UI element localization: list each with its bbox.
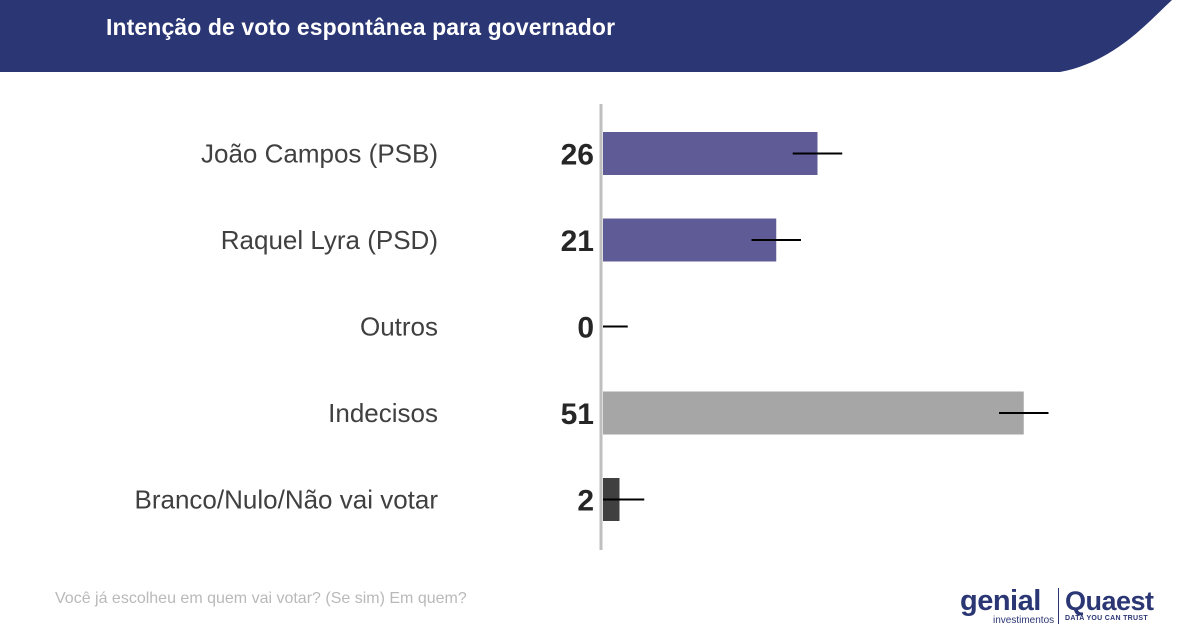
category-label: Outros (360, 312, 438, 342)
error-bars (603, 152, 1049, 501)
bar (603, 218, 777, 262)
value-label: 21 (561, 225, 594, 258)
category-label: Raquel Lyra (PSD) (221, 225, 438, 255)
quaest-logo: Quaest (1065, 586, 1154, 616)
chart-title: Intenção de voto espontânea para governa… (106, 14, 616, 40)
bar (603, 132, 818, 175)
value-label: 2 (577, 485, 594, 518)
genial-logo-subtitle: investimentos (993, 615, 1055, 626)
value-label: 26 (561, 139, 594, 172)
quaest-logo-tagline: DATA YOU CAN TRUST (1065, 615, 1148, 622)
category-label: João Campos (PSB) (201, 139, 438, 169)
value-label: 51 (561, 398, 594, 431)
bar-chart: João Campos (PSB) Raquel Lyra (PSD) Outros… (135, 104, 1049, 550)
logo-divider (1058, 588, 1059, 624)
brand-logos: genial investimentos Quaest DATA YOU CAN… (955, 585, 1165, 630)
header-banner: Intenção de voto espontânea para governa… (0, 0, 1200, 75)
category-label: Indecisos (328, 398, 438, 428)
genial-logo: genial (960, 585, 1041, 617)
value-labels: 26 21 0 51 2 (561, 139, 594, 518)
header-banner-shape (0, 0, 1172, 72)
survey-question: Você já escolheu em quem vai votar? (Se … (55, 590, 467, 607)
bar (603, 391, 1024, 435)
category-label: Branco/Nulo/Não vai votar (135, 485, 439, 515)
category-labels: João Campos (PSB) Raquel Lyra (PSD) Outros… (135, 139, 439, 515)
bars (603, 132, 1024, 521)
value-label: 0 (577, 312, 594, 345)
